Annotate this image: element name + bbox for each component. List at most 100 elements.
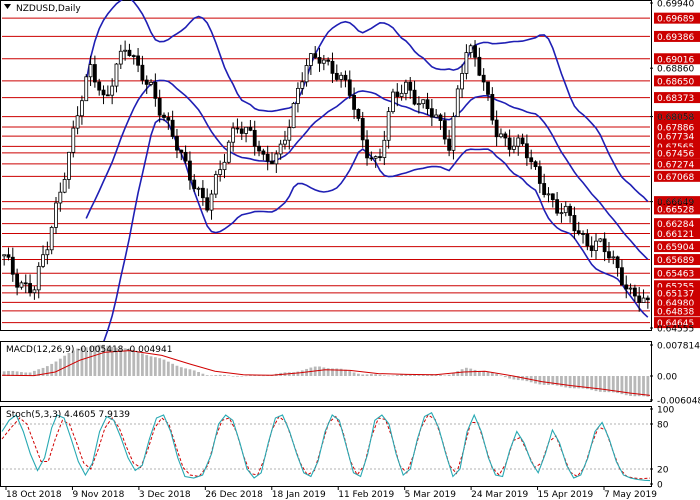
candle-body [468, 45, 473, 54]
macd-histogram-bar [369, 374, 373, 377]
macd-histogram-bar [482, 371, 486, 377]
candle-body [641, 297, 646, 303]
candle-body [175, 136, 179, 151]
price-level-label: 0.65255 [657, 282, 694, 292]
candle-body [136, 55, 140, 66]
price-level-label: 0.69016 [657, 55, 694, 65]
chart-dropdown-icon[interactable] [4, 4, 11, 9]
candle-body [512, 145, 516, 150]
candle-body [620, 267, 624, 286]
stochastic-panel: 100 80 20 0 Stoch(5,3,3) 4.4605 7.9139 [0, 406, 674, 491]
candle-body [602, 238, 607, 253]
macd-histogram-bar [344, 369, 347, 377]
candle-body [503, 133, 508, 139]
price-level-label: 0.64645 [657, 319, 694, 329]
candle-body [382, 139, 387, 159]
macd-histogram-bar [477, 370, 481, 377]
macd-histogram-bar [76, 348, 79, 377]
price-level-label: 0.65137 [657, 289, 694, 299]
macd-histogram-bar [214, 375, 218, 377]
candle-body [166, 117, 171, 121]
macd-histogram-bar [141, 353, 144, 377]
macd-y-tick-label: 0.00 [657, 373, 677, 383]
candle-body [54, 202, 58, 228]
stochastic-y-tick-label: 20 [657, 466, 669, 476]
candle-body [637, 295, 642, 303]
price-level-label-bg [654, 267, 700, 279]
macd-histogram-bar [512, 376, 516, 380]
candle-body [326, 59, 331, 62]
candle-body [507, 137, 512, 150]
macd-histogram-bar [547, 376, 550, 385]
price-level-label: 0.69386 [657, 33, 694, 43]
macd-y-tick-label: -0.006048 [657, 397, 700, 407]
macd-histogram-bar [132, 349, 136, 377]
macd-histogram-bar [318, 366, 321, 377]
candle-body [481, 74, 486, 83]
candle-body [473, 45, 477, 58]
candle-body [6, 254, 11, 258]
candle-body [486, 81, 490, 95]
candle-body [524, 143, 529, 159]
candle-body [235, 127, 240, 130]
price-level-label: 0.67068 [657, 173, 694, 183]
stochastic-title: Stoch(5,3,3) 4.4605 7.9139 [6, 410, 130, 420]
price-level-label-bg [654, 30, 700, 42]
candle-body [330, 60, 335, 74]
date-axis-tick-label: 9 Nov 2018 [72, 490, 124, 500]
bollinger-middle-band [85, 79, 649, 260]
macd-histogram-bar [7, 370, 10, 377]
candle-body [58, 191, 63, 204]
macd-histogram-bar [352, 372, 356, 377]
price-level-label: 0.65689 [657, 256, 694, 266]
macd-histogram-bar [629, 376, 632, 396]
macd-histogram-bar [123, 348, 127, 377]
candle-body [80, 100, 84, 117]
price-level-label: 0.66528 [657, 205, 694, 215]
macd-signal-path [1, 350, 651, 396]
macd-histogram-bar [93, 345, 97, 377]
macd-histogram-bar [102, 344, 105, 377]
candle-body [339, 74, 344, 80]
macd-histogram-bar [456, 371, 460, 377]
candle-body [153, 81, 158, 99]
macd-histogram-bar [33, 370, 36, 377]
candle-body [429, 108, 434, 118]
macd-histogram-bar [179, 367, 183, 377]
macd-histogram-bar [106, 345, 110, 377]
candle-body [395, 91, 400, 97]
macd-histogram-bar [508, 376, 511, 379]
candle-body [628, 287, 633, 290]
candle-body [378, 156, 382, 159]
macd-histogram-bar [357, 373, 360, 377]
candle-body [261, 150, 266, 155]
macd-histogram-bar [624, 376, 628, 396]
candle-body [41, 254, 45, 267]
price-level-label-bg [654, 227, 700, 239]
candle-body [632, 287, 637, 297]
price-level-label: 0.68373 [657, 94, 694, 104]
candle-body [589, 245, 594, 251]
macd-histogram-bar [564, 376, 568, 388]
macd-histogram-bar [58, 358, 62, 377]
stochastic-y-tick-label: 0 [657, 481, 663, 491]
price-level-label-bg [654, 92, 700, 104]
candle-body [520, 137, 525, 145]
macd-histogram-bar [201, 373, 205, 377]
macd-histogram-bar [335, 368, 339, 377]
candle-body [140, 64, 145, 81]
macd-histogram-bar [413, 374, 416, 377]
date-axis-tick-label: 18 Oct 2018 [6, 490, 62, 500]
macd-histogram-bar [590, 376, 594, 391]
price-level-label: 0.67886 [657, 123, 694, 133]
candle-body [28, 283, 32, 294]
macd-histogram-bar [577, 376, 581, 389]
macd-histogram-bar [374, 374, 378, 377]
macd-signal-line [1, 350, 651, 396]
candle-body [283, 139, 287, 145]
macd-histogram-bar [158, 358, 162, 377]
candle-body [563, 205, 568, 214]
candle-body [114, 63, 119, 87]
